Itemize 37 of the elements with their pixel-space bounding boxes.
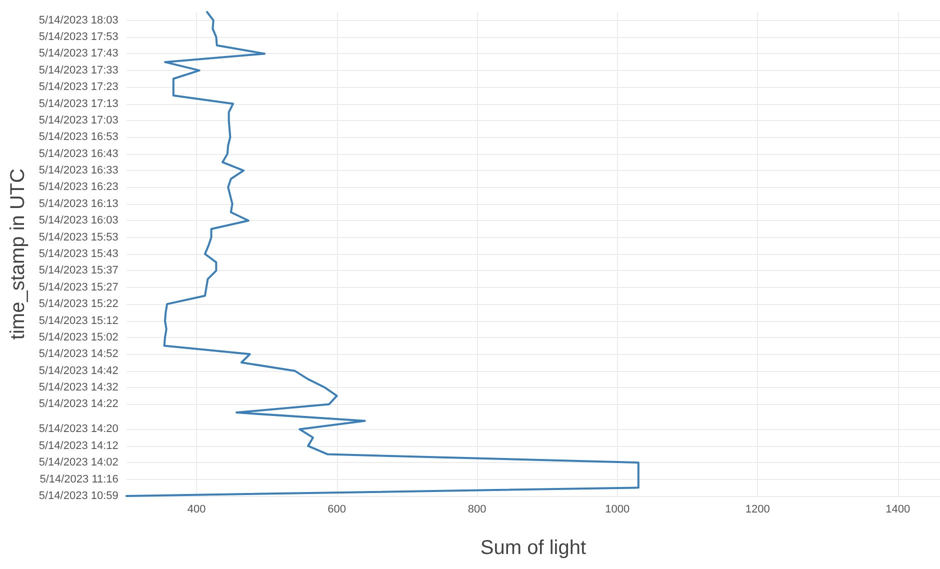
y-tick-label: 5/14/2023 17:33 bbox=[38, 64, 118, 76]
y-tick-label: 5/14/2023 14:42 bbox=[38, 364, 118, 377]
y-tick-label: 5/14/2023 16:03 bbox=[38, 214, 118, 227]
y-tick-label: 5/14/2023 17:23 bbox=[38, 81, 118, 94]
y-tick-label: 5/14/2023 16:33 bbox=[38, 164, 118, 177]
y-tick-label: 5/14/2023 16:53 bbox=[38, 131, 118, 144]
y-tick-label: 5/14/2023 17:53 bbox=[38, 31, 118, 44]
x-tick-label: 1400 bbox=[886, 504, 910, 516]
x-tick-label: 600 bbox=[328, 504, 346, 516]
y-tick-label: 5/14/2023 14:12 bbox=[38, 440, 118, 452]
y-tick-label: 5/14/2023 16:13 bbox=[38, 198, 118, 210]
y-tick-label: 5/14/2023 10:59 bbox=[38, 490, 118, 502]
y-tick-label: 5/14/2023 14:02 bbox=[38, 456, 118, 469]
y-axis-title: time_stamp in UTC bbox=[7, 168, 29, 340]
y-tick-label: 5/14/2023 15:53 bbox=[38, 231, 118, 244]
y-tick-label: 5/14/2023 17:03 bbox=[38, 114, 118, 126]
y-tick-label: 5/14/2023 14:22 bbox=[38, 398, 118, 410]
y-tick-label: 5/14/2023 11:16 bbox=[40, 473, 118, 486]
y-tick-label: 5/14/2023 15:43 bbox=[38, 248, 118, 260]
x-tick-label: 1200 bbox=[745, 504, 770, 516]
y-tick-label: 5/14/2023 14:52 bbox=[38, 348, 118, 360]
y-tick-label: 5/14/2023 15:02 bbox=[38, 331, 118, 344]
y-tick-label: 5/14/2023 18:03 bbox=[38, 14, 118, 26]
x-tick-label: 1000 bbox=[605, 504, 630, 516]
y-tick-label: 5/14/2023 15:37 bbox=[38, 264, 118, 277]
x-tick-label: 400 bbox=[187, 504, 206, 516]
x-tick-label: 800 bbox=[468, 504, 486, 516]
y-tick-label: 5/14/2023 14:32 bbox=[38, 382, 118, 394]
y-tick-label: 5/14/2023 16:23 bbox=[38, 181, 118, 194]
y-tick-label: 5/14/2023 14:20 bbox=[38, 423, 118, 436]
y-tick-label: 5/14/2023 15:22 bbox=[38, 298, 118, 310]
y-tick-label: 5/14/2023 15:12 bbox=[38, 314, 118, 327]
y-tick-label: 5/14/2023 16:43 bbox=[38, 148, 118, 160]
y-tick-label: 5/14/2023 15:27 bbox=[38, 281, 118, 294]
x-axis-title: Sum of light bbox=[480, 537, 586, 559]
y-tick-label: 5/14/2023 17:13 bbox=[38, 98, 118, 110]
y-tick-label: 5/14/2023 17:43 bbox=[38, 48, 118, 60]
